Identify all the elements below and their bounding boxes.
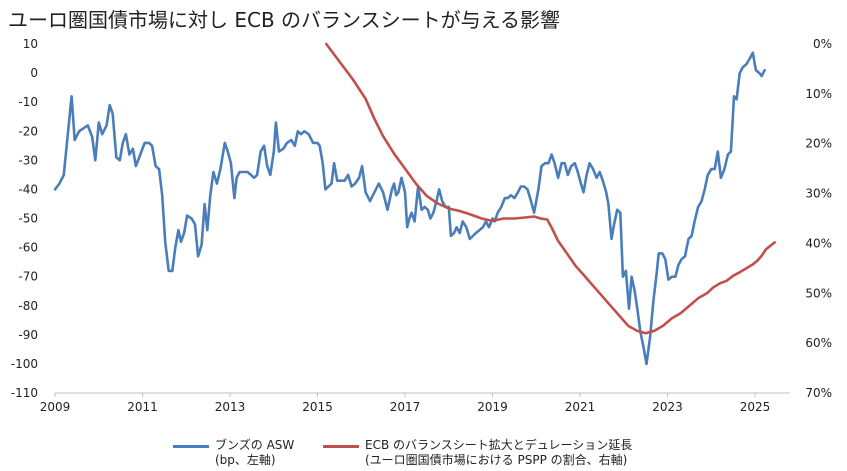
y-left-tick-label: -90	[18, 328, 38, 342]
y-right-tick-label: 20%	[805, 137, 832, 151]
y-right-tick-label: 10%	[805, 87, 832, 101]
y-left-tick-label: -80	[18, 299, 38, 313]
x-tick-label: 2025	[740, 400, 771, 414]
y-left-tick-label: 0	[30, 66, 38, 80]
legend-item-ecb: ECB のバランスシート拡大とデュレーション延長 (ユーロ圏国債市場における P…	[323, 438, 632, 468]
y-left-tick-label: -110	[11, 386, 38, 400]
x-tick-label: 2009	[40, 400, 71, 414]
legend-swatch-ecb	[323, 445, 359, 448]
legend-sublabel-ecb: (ユーロ圏国債市場における PSPP の割合、右軸)	[365, 453, 628, 467]
x-tick-label: 2017	[390, 400, 421, 414]
legend-label-ecb: ECB のバランスシート拡大とデュレーション延長	[365, 438, 633, 452]
y-right-tick-label: 60%	[805, 336, 832, 350]
axes: 2009 2011 2013 2015 2017 2019 2021 2023 2025 10 0 -…	[11, 37, 832, 414]
chart-title: ユーロ圏国債市場に対し ECB のバランスシートが与える影響	[8, 8, 561, 32]
y-right-tick-label: 0%	[813, 37, 832, 51]
y-left-tick-label: -60	[18, 241, 38, 255]
y-right-tick-label: 30%	[805, 187, 832, 201]
y-left-tick-label: -70	[18, 270, 38, 284]
legend-sublabel-asw: (bp、左軸)	[215, 453, 276, 467]
legend-label-asw: ブンズの ASW	[215, 438, 295, 452]
y-right-tick-label: 50%	[805, 286, 832, 300]
y-left-tick-label: -40	[18, 182, 38, 196]
x-tick-label: 2011	[127, 400, 158, 414]
y-left-tick-label: 10	[23, 37, 38, 51]
y-left-tick-label: -30	[18, 153, 38, 167]
x-tick-label: 2015	[302, 400, 333, 414]
x-tick-label: 2013	[215, 400, 246, 414]
x-tick-label: 2023	[652, 400, 683, 414]
x-tick-label: 2019	[477, 400, 508, 414]
y-left-tick-label: -100	[11, 357, 38, 371]
y-right-tick-label: 40%	[805, 236, 832, 250]
legend-item-asw: ブンズの ASW (bp、左軸)	[173, 438, 294, 468]
series-layer	[53, 42, 777, 366]
x-tick-label: 2021	[565, 400, 596, 414]
y-left-tick-label: -50	[18, 212, 38, 226]
series-line-ecb	[324, 42, 777, 335]
y-left-tick-label: -10	[18, 95, 38, 109]
series-line-asw	[53, 51, 766, 366]
legend-swatch-asw	[173, 445, 209, 448]
y-left-tick-label: -20	[18, 124, 38, 138]
y-right-tick-label: 70%	[805, 386, 832, 400]
